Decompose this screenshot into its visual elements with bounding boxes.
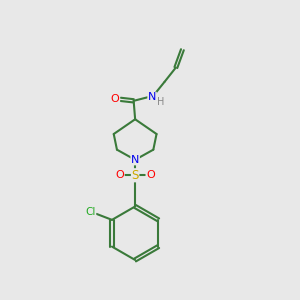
Text: H: H	[157, 97, 164, 107]
Text: N: N	[131, 155, 139, 165]
Text: Cl: Cl	[85, 207, 96, 218]
Text: S: S	[131, 169, 139, 182]
Text: O: O	[115, 170, 124, 180]
Text: O: O	[111, 94, 120, 104]
Text: O: O	[146, 170, 155, 180]
Text: N: N	[148, 92, 156, 102]
